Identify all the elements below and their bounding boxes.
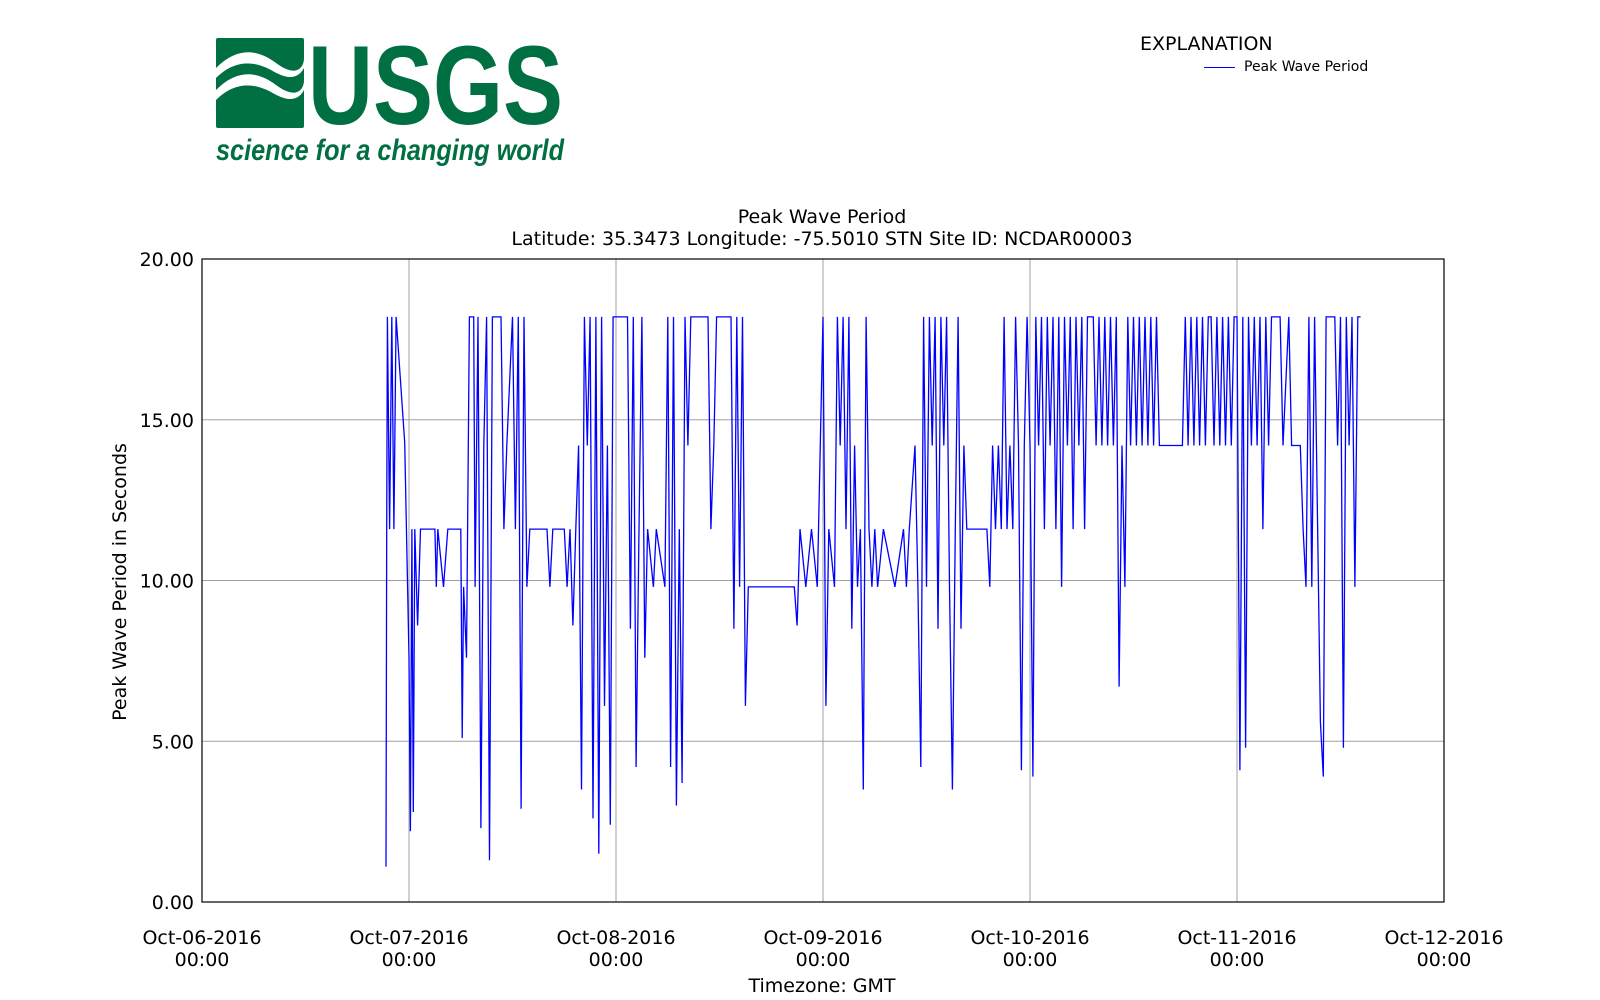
- legend-entry-label: Peak Wave Period: [1244, 59, 1369, 75]
- x-tick-date-label: Oct-12-2016: [1384, 927, 1503, 949]
- x-tick-date-label: Oct-08-2016: [556, 927, 675, 949]
- y-tick-label: 15.00: [140, 410, 194, 432]
- grid-lines: [202, 259, 1444, 902]
- y-tick-label: 20.00: [140, 249, 194, 271]
- x-tick-time-label: 00:00: [1210, 949, 1265, 971]
- x-tick-date-label: Oct-09-2016: [763, 927, 882, 949]
- x-tick-date-label: Oct-07-2016: [349, 927, 468, 949]
- usgs-logo-wave-1: [216, 52, 304, 78]
- legend-line-swatch: [1204, 67, 1235, 68]
- usgs-logo: USGS science for a changing world: [216, 38, 565, 167]
- x-tick-time-label: 00:00: [589, 949, 644, 971]
- usgs-tagline: science for a changing world: [216, 134, 565, 167]
- series-line-peak-wave-period: [385, 316, 1361, 867]
- legend: EXPLANATION Peak Wave Period: [1140, 33, 1380, 83]
- x-tick-time-label: 00:00: [175, 949, 230, 971]
- x-tick-time-label: 00:00: [1417, 949, 1472, 971]
- chart-subtitle: Latitude: 35.3473 Longitude: -75.5010 ST…: [511, 228, 1132, 250]
- y-tick-label: 0.00: [152, 892, 194, 914]
- plot-frame: [201, 258, 1445, 903]
- y-tick-label: 10.00: [140, 571, 194, 593]
- x-axis: Oct-06-201600:00Oct-07-201600:00Oct-08-2…: [142, 927, 1503, 971]
- y-axis: 0.00 5.00 10.00 15.00 20.00: [140, 249, 194, 914]
- x-tick-date-label: Oct-11-2016: [1177, 927, 1296, 949]
- y-axis-label: Peak Wave Period in Seconds: [109, 443, 131, 721]
- chart-title: Peak Wave Period: [738, 206, 907, 228]
- usgs-wordmark: USGS: [308, 38, 563, 148]
- legend-title: EXPLANATION: [1140, 33, 1273, 55]
- x-tick-time-label: 00:00: [382, 949, 437, 971]
- x-tick-time-label: 00:00: [1003, 949, 1058, 971]
- x-axis-label: Timezone: GMT: [748, 975, 896, 997]
- x-tick-date-label: Oct-06-2016: [142, 927, 261, 949]
- usgs-logo-wave-2: [216, 74, 304, 100]
- x-tick-time-label: 00:00: [796, 949, 851, 971]
- x-tick-date-label: Oct-10-2016: [970, 927, 1089, 949]
- y-tick-label: 5.00: [152, 731, 194, 753]
